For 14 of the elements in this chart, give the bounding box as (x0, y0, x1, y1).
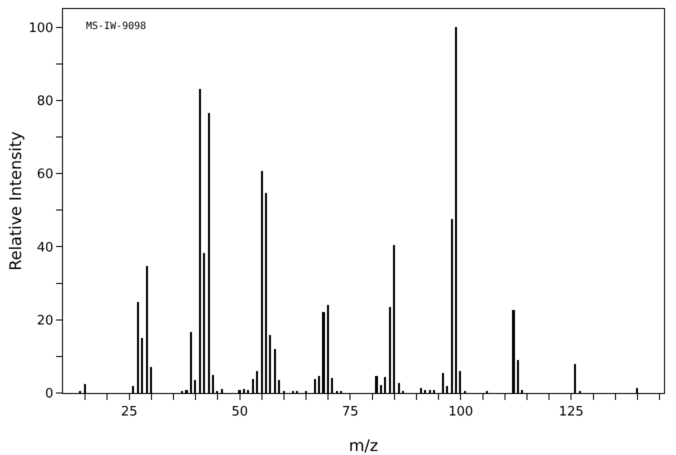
y-tick-label: 0 (45, 386, 54, 402)
annotation: MS-IW-9098 (86, 21, 146, 32)
y-axis-title: Relative Intensity (6, 131, 25, 271)
y-tick-label: 40 (36, 240, 54, 256)
y-tick-label: 20 (36, 313, 54, 328)
y-tick-label: 60 (36, 167, 54, 182)
x-tick-label: 25 (121, 404, 138, 420)
x-tick-label: 50 (231, 404, 248, 420)
x-tick-label: 75 (342, 404, 359, 420)
y-tick-label: 100 (28, 20, 54, 36)
x-tick-label: 125 (558, 404, 584, 420)
x-axis-title: m/z (348, 436, 378, 455)
y-tick-label: 80 (36, 94, 54, 109)
x-tick-label: 100 (448, 404, 474, 420)
